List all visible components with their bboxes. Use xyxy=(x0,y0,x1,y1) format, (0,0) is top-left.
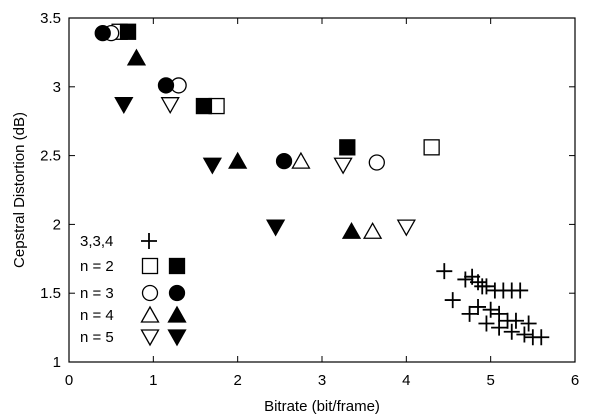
y-axis-label: Cepstral Distortion (dB) xyxy=(11,112,28,268)
y-tick-label: 1 xyxy=(53,354,61,371)
y-tick-label: 1.5 xyxy=(40,285,61,302)
circle-filled-point xyxy=(157,77,175,94)
plus-open-point xyxy=(444,292,461,309)
triangle-down-filled-point xyxy=(202,157,222,175)
plus-open-point xyxy=(516,326,533,343)
legend: 3,3,4 n = 2 n = 3 n = 4 n = 5 xyxy=(80,233,187,347)
y-axis-ticks: 1 1.5 2 2.5 3 3.5 xyxy=(40,10,575,371)
circle-filled-point xyxy=(275,152,293,170)
circle-open-point xyxy=(368,154,385,171)
legend-triangle-up-filled-marker xyxy=(167,305,187,323)
plus-open-point xyxy=(491,305,508,322)
triangle-down-open-point xyxy=(160,97,180,115)
triangle-up-filled-point xyxy=(341,221,362,239)
triangle-down-filled-point xyxy=(266,219,286,237)
legend-label: n = 4 xyxy=(80,307,114,324)
plus-open-point xyxy=(461,305,478,322)
plus-open-point xyxy=(520,315,537,332)
circle-filled-point xyxy=(94,24,111,42)
legend-circle-filled-marker xyxy=(168,284,186,302)
x-tick-label: 4 xyxy=(402,372,410,389)
legend-label: n = 3 xyxy=(80,285,114,302)
plus-open-point xyxy=(478,315,495,332)
plus-open-point xyxy=(457,271,474,288)
y-tick-label: 3 xyxy=(53,79,61,96)
triangle-down-filled-point xyxy=(114,97,134,115)
legend-label: n = 5 xyxy=(80,329,114,346)
plus-open-point xyxy=(503,323,520,340)
x-axis-label: Bitrate (bit/frame) xyxy=(264,398,380,415)
legend-label: n = 2 xyxy=(80,258,114,275)
legend-circle-open-marker xyxy=(141,284,159,302)
square-filled-point xyxy=(339,139,356,156)
plus-open-point xyxy=(470,274,487,291)
triangle-up-open-point xyxy=(291,151,311,169)
y-tick-label: 3.5 xyxy=(40,10,61,27)
triangle-up-filled-point xyxy=(126,48,147,66)
x-tick-label: 6 xyxy=(571,372,579,389)
x-tick-label: 1 xyxy=(149,372,157,389)
legend-square-filled-marker xyxy=(168,257,186,275)
plus-open-point xyxy=(491,319,508,336)
plus-open-point xyxy=(470,298,487,315)
square-open-point xyxy=(423,139,440,156)
data-points xyxy=(94,23,550,346)
plus-open-point xyxy=(512,282,529,299)
legend-triangle-down-filled-marker xyxy=(167,329,187,347)
triangle-up-filled-point xyxy=(228,151,248,169)
plus-open-point xyxy=(436,263,453,280)
x-tick-label: 5 xyxy=(486,372,494,389)
triangle-down-open-point xyxy=(333,157,353,175)
square-filled-point xyxy=(119,23,137,40)
plus-open-point xyxy=(482,301,499,318)
plus-open-point xyxy=(533,329,550,346)
x-axis-ticks: 0 1 2 3 4 5 6 xyxy=(65,18,579,389)
y-tick-label: 2 xyxy=(53,216,61,233)
legend-triangle-up-open-marker xyxy=(140,305,160,323)
square-filled-point xyxy=(195,97,213,115)
x-tick-label: 3 xyxy=(318,372,326,389)
legend-square-open-marker xyxy=(141,257,159,275)
x-tick-label: 2 xyxy=(233,372,241,389)
y-tick-label: 2.5 xyxy=(40,148,61,165)
legend-triangle-down-open-marker xyxy=(140,329,160,347)
plus-open-point xyxy=(507,312,524,329)
triangle-up-open-point xyxy=(362,221,383,239)
x-tick-label: 0 xyxy=(65,372,73,389)
triangle-down-open-point xyxy=(396,219,416,237)
legend-label: 3,3,4 xyxy=(80,233,113,250)
legend-plus-open-marker xyxy=(141,233,157,249)
plus-open-point xyxy=(478,278,495,295)
